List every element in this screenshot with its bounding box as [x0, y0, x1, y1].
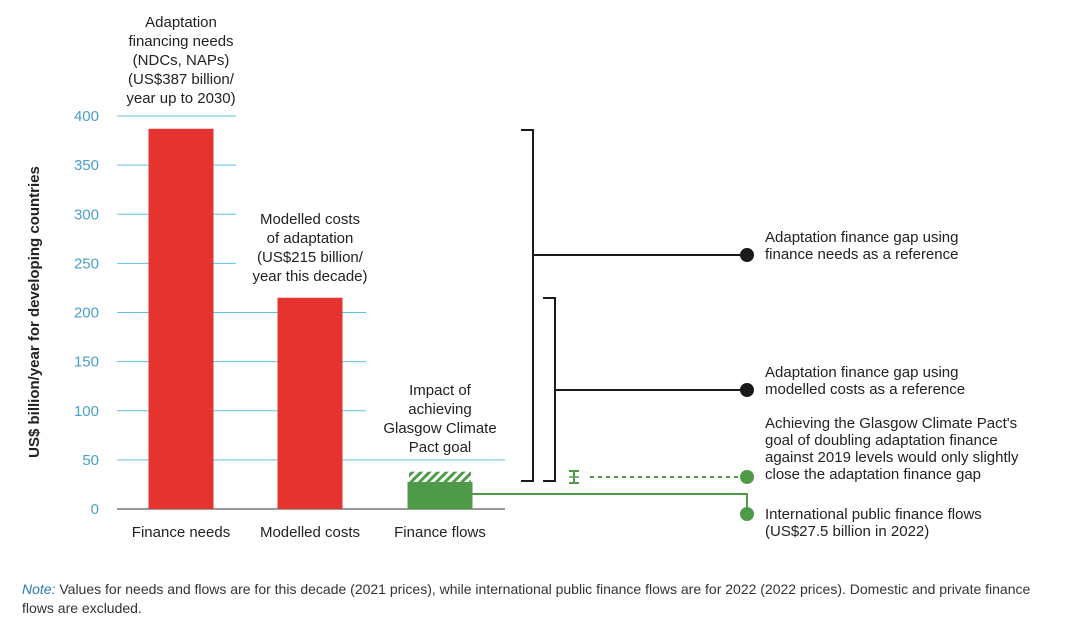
- costs-annotation-line: of adaptation: [267, 230, 354, 247]
- glasgow-annotation-line: achieving: [408, 401, 471, 418]
- y-tick-label: 300: [74, 206, 99, 223]
- glasgow-text-line: Achieving the Glasgow Climate Pact's: [765, 415, 1017, 432]
- needs-annotation: Adaptation financing needs (NDCs, NAPs) (US…: [126, 14, 235, 107]
- note-text: Values for needs and flows are for this …: [22, 581, 1031, 616]
- needs-annotation-line: Adaptation: [145, 14, 217, 31]
- glasgow-annotation-line: Pact goal: [409, 439, 472, 456]
- gap-costs-bracket: [543, 297, 556, 482]
- y-axis-label: US$ billion/year for developing countrie…: [26, 166, 43, 458]
- glasgow-text-line: against 2019 levels would only slightly: [765, 449, 1019, 466]
- costs-annotation-line: Modelled costs: [260, 211, 360, 228]
- costs-annotation-line: (US$215 billion/: [257, 249, 364, 266]
- needs-annotation-line: (NDCs, NAPs): [133, 52, 230, 69]
- y-tick-label: 400: [74, 108, 99, 125]
- x-category-label: Modelled costs: [260, 524, 360, 541]
- gap-costs-text-line: Adaptation finance gap using: [765, 364, 958, 381]
- y-tick-label: 200: [74, 305, 99, 322]
- costs-annotation: Modelled costs of adaptation (US$215 billi…: [252, 211, 367, 285]
- glasgow-impact-hatch: [409, 471, 471, 482]
- bar-2: [277, 297, 343, 509]
- gap-needs-text-line: Adaptation finance gap using: [765, 229, 958, 246]
- y-tick-label: 350: [74, 157, 99, 174]
- gap-needs-text: Adaptation finance gap using finance need…: [765, 229, 958, 263]
- gap-needs-text-line: finance needs as a reference: [765, 246, 958, 263]
- gap-needs-bracket: [521, 129, 534, 482]
- y-tick-label: 250: [74, 255, 99, 272]
- bar-1: [148, 128, 214, 509]
- glasgow-dot: [740, 470, 754, 484]
- flows-text-line: International public finance flows: [765, 506, 982, 523]
- glasgow-text-line: close the adaptation finance gap: [765, 466, 981, 483]
- needs-annotation-line: year up to 2030): [126, 90, 235, 107]
- glasgow-annotation-line: Impact of: [409, 382, 472, 399]
- x-category-label: Finance needs: [132, 524, 230, 541]
- glasgow-annotation: Impact of achieving Glasgow Climate Pact go…: [383, 382, 496, 456]
- x-category-label: Finance flows: [394, 524, 486, 541]
- gap-needs-dot: [740, 248, 754, 262]
- needs-annotation-line: (US$387 billion/: [128, 71, 235, 88]
- y-tick-label: 100: [74, 403, 99, 420]
- y-tick-label: 50: [82, 452, 99, 469]
- flows-text-line: (US$27.5 billion in 2022): [765, 523, 929, 540]
- flows-text: International public finance flows (US$27…: [765, 506, 982, 540]
- glasgow-text-line: goal of doubling adaptation finance: [765, 432, 998, 449]
- adaptation-finance-gap-chart: US$ billion/year for developing countrie…: [26, 14, 1019, 541]
- y-tick-label: 150: [74, 354, 99, 371]
- glasgow-annotation-line: Glasgow Climate: [383, 420, 496, 437]
- gap-costs-text: Adaptation finance gap using modelled cos…: [765, 364, 965, 398]
- gap-costs-text-line: modelled costs as a reference: [765, 381, 965, 398]
- note-lead: Note:: [22, 581, 56, 597]
- flows-dot: [740, 507, 754, 521]
- y-tick-label: 0: [91, 501, 99, 518]
- gap-costs-dot: [740, 383, 754, 397]
- flows-connector: [472, 493, 748, 514]
- needs-annotation-line: financing needs: [128, 33, 233, 50]
- bar-3: [407, 481, 473, 509]
- costs-annotation-line: year this decade): [252, 268, 367, 285]
- glasgow-text: Achieving the Glasgow Climate Pact's goal…: [765, 415, 1019, 483]
- chart-note: Note: Values for needs and flows are for…: [22, 580, 1062, 618]
